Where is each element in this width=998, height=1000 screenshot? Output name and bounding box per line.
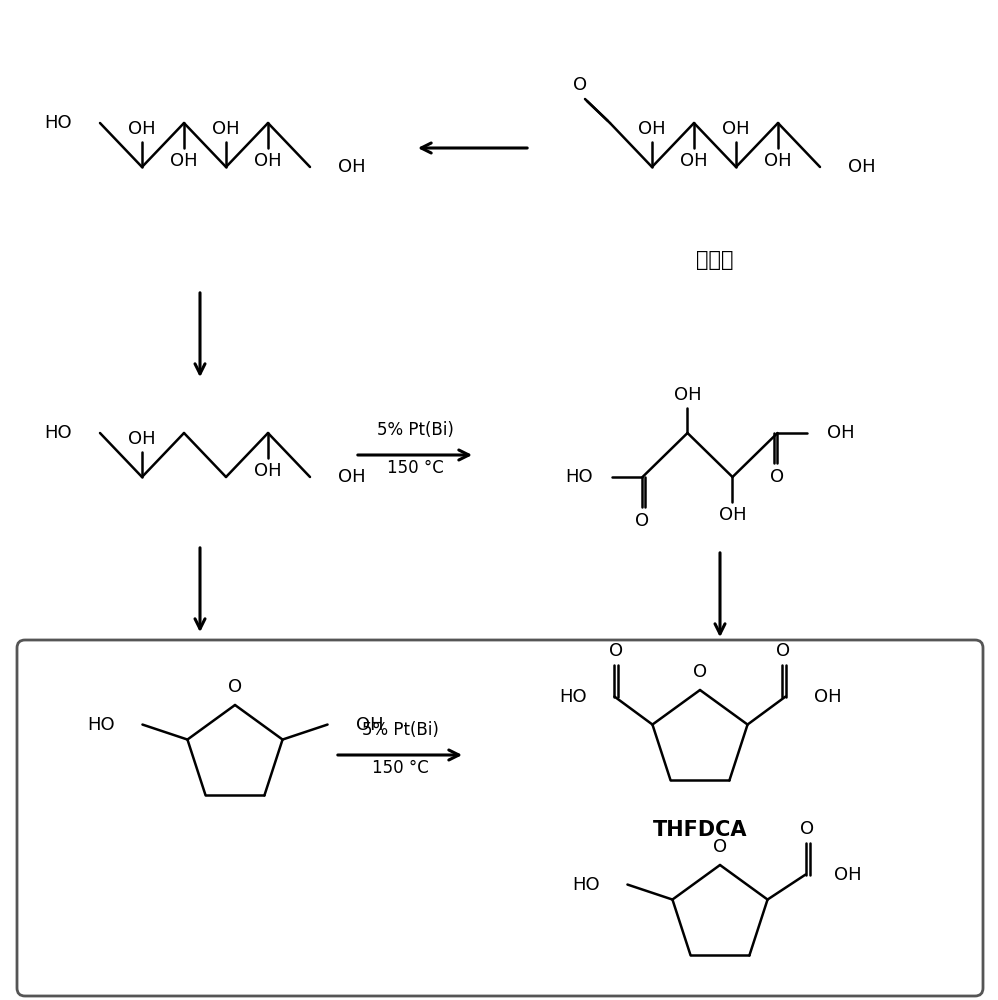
- FancyBboxPatch shape: [17, 640, 983, 996]
- Text: OH: OH: [355, 716, 383, 734]
- Text: O: O: [713, 838, 728, 856]
- Text: O: O: [573, 76, 587, 94]
- Text: O: O: [770, 468, 784, 486]
- Text: HO: HO: [565, 468, 593, 486]
- Text: 5% Pt(Bi): 5% Pt(Bi): [376, 421, 453, 439]
- Text: 150 °C: 150 °C: [386, 459, 443, 477]
- Text: OH: OH: [338, 158, 365, 176]
- Text: O: O: [636, 512, 650, 530]
- Text: HO: HO: [87, 716, 115, 734]
- Text: OH: OH: [674, 386, 702, 404]
- Text: OH: OH: [681, 152, 708, 170]
- Text: O: O: [610, 642, 624, 660]
- Text: O: O: [693, 663, 707, 681]
- Text: HO: HO: [44, 424, 72, 442]
- Text: OH: OH: [338, 468, 365, 486]
- Text: OH: OH: [128, 430, 156, 448]
- Text: OH: OH: [764, 152, 791, 170]
- Text: OH: OH: [254, 462, 281, 480]
- Text: OH: OH: [213, 120, 240, 138]
- Text: OH: OH: [638, 120, 666, 138]
- Text: THFDCA: THFDCA: [653, 820, 748, 840]
- Text: HO: HO: [559, 688, 587, 706]
- Text: O: O: [800, 820, 814, 838]
- Text: OH: OH: [254, 152, 281, 170]
- Text: OH: OH: [171, 152, 198, 170]
- Text: OH: OH: [719, 506, 747, 524]
- Text: O: O: [228, 678, 243, 696]
- Text: O: O: [776, 642, 790, 660]
- Text: 5% Pt(Bi): 5% Pt(Bi): [361, 721, 438, 739]
- Text: HO: HO: [572, 876, 600, 894]
- Text: OH: OH: [827, 424, 855, 442]
- Text: OH: OH: [723, 120, 749, 138]
- Text: 150 °C: 150 °C: [371, 759, 428, 777]
- Text: OH: OH: [813, 688, 841, 706]
- Text: HO: HO: [44, 114, 72, 132]
- Text: 葡萄糖: 葡萄糖: [697, 250, 734, 270]
- Text: OH: OH: [128, 120, 156, 138]
- Text: OH: OH: [848, 158, 875, 176]
- Text: OH: OH: [833, 866, 861, 884]
